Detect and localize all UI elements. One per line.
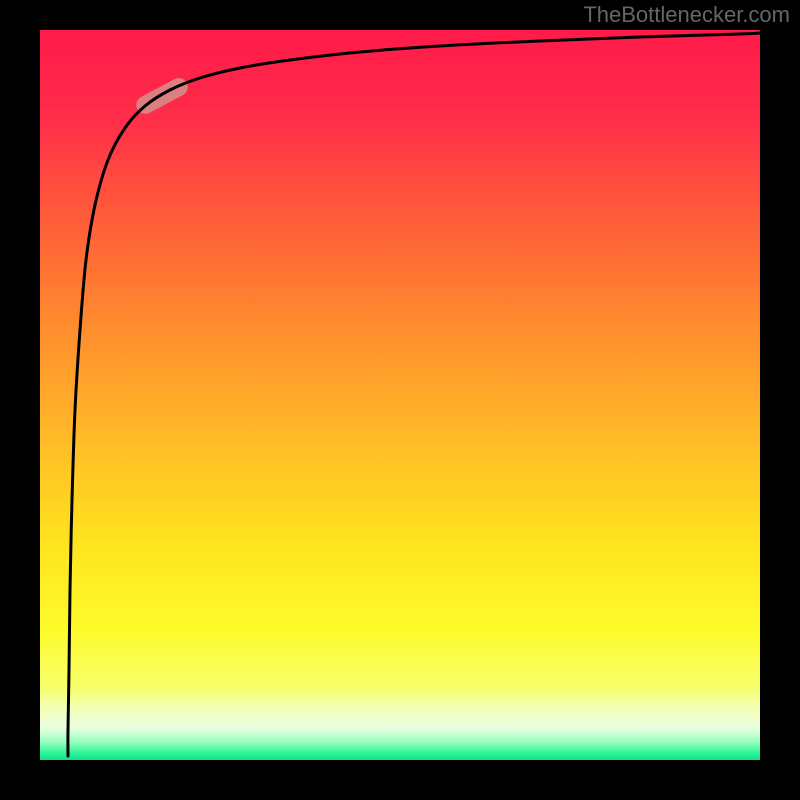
attribution-text: TheBottlenecker.com [583, 2, 790, 28]
chart-svg [0, 0, 800, 800]
gradient-background [40, 30, 760, 760]
chart-container: TheBottlenecker.com [0, 0, 800, 800]
